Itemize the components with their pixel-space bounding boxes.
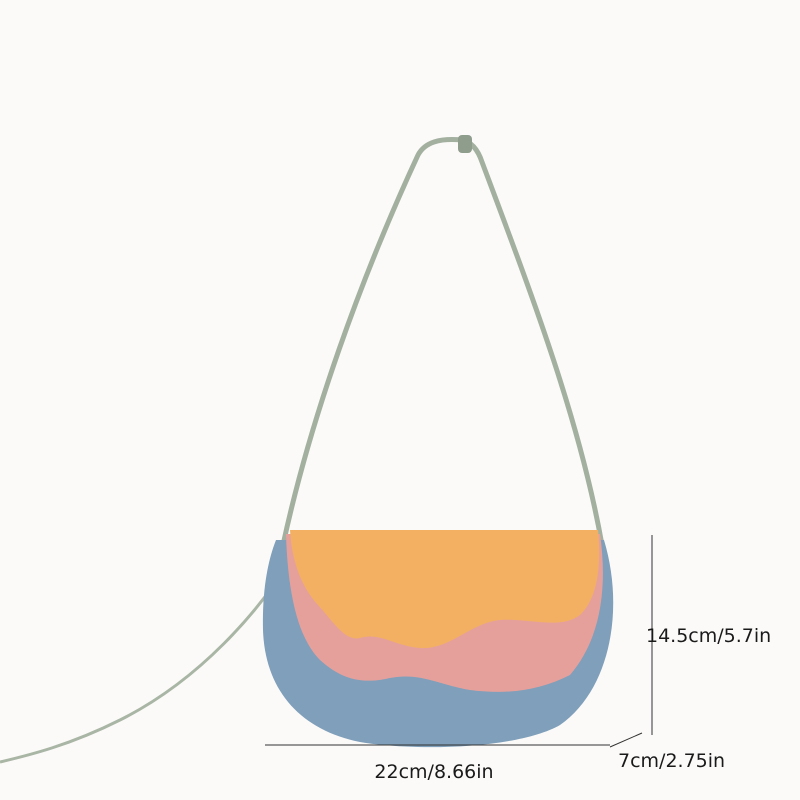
- strap-buckle: [458, 135, 472, 153]
- strap-end: [0, 559, 292, 764]
- bag-flap: [290, 530, 600, 649]
- depth-line: [609, 732, 643, 748]
- height-label: 14.5cm/5.7in: [646, 625, 771, 647]
- width-label: 22cm/8.66in: [374, 761, 493, 783]
- depth-label: 7cm/2.75in: [618, 750, 725, 772]
